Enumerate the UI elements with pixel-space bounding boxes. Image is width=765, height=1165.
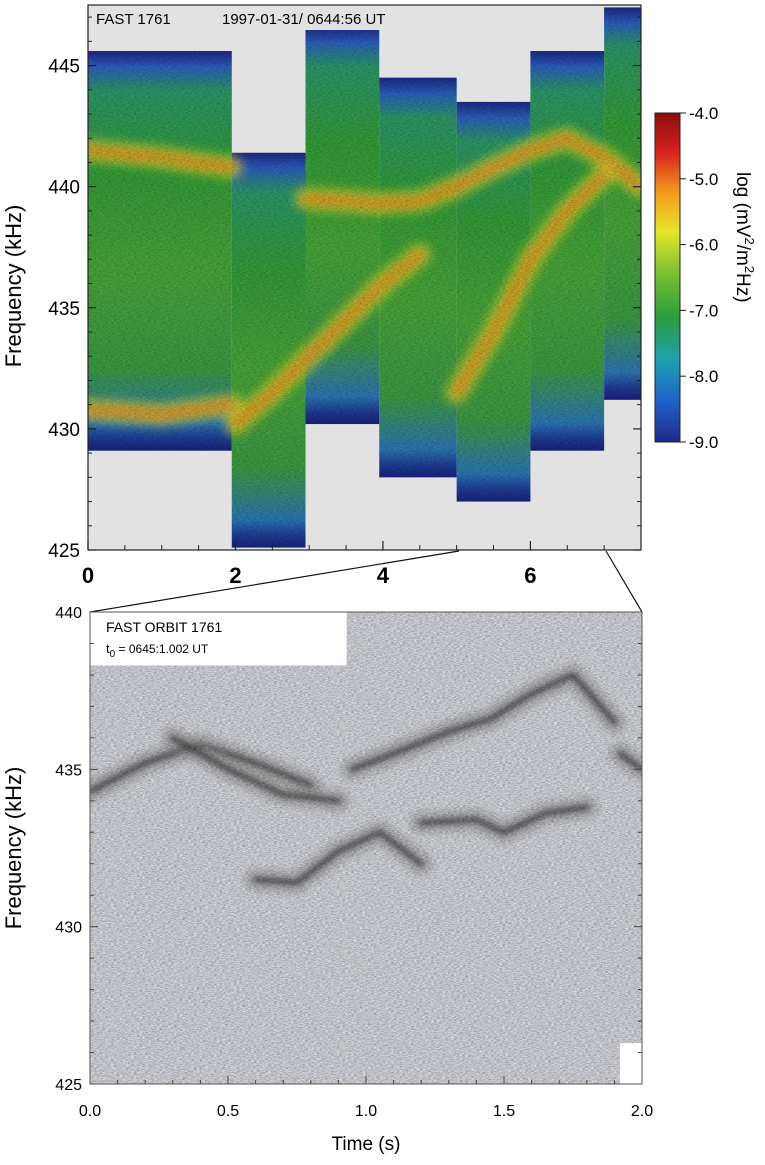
bottom-x-tick-label: 0.0 (79, 1103, 101, 1120)
bottom-y-axis-label: Frequency (kHz) (1, 767, 26, 930)
bottom-t0-label: t0 = 0645:1.002 UT (106, 641, 209, 660)
top-x-tick-label: 2 (229, 563, 241, 588)
bottom-plot-frame (89, 611, 643, 1085)
top-x-tick-label: 6 (524, 563, 536, 588)
top-segment-speckle-1 (88, 51, 232, 451)
bottom-y-tick-label: 440 (55, 605, 82, 622)
top-plot-frame (87, 4, 642, 551)
colorbar-tick-label: -4.0 (689, 104, 718, 123)
colorbar-tick-label: -7.0 (689, 301, 718, 320)
bottom-spectrogram-panel: FAST ORBIT 1761 t0 = 0645:1.002 UT 0.0 0.… (1, 605, 653, 1155)
bottom-x-tick-label: 1.0 (355, 1103, 377, 1120)
colorbar-ticks: -4.0 -5.0 -6.0 -7.0 -8.0 -9.0 (680, 104, 718, 452)
top-label-box (89, 6, 441, 30)
colorbar-tick-label: -8.0 (689, 367, 718, 386)
bottom-axes: 0.0 0.5 1.0 1.5 2.0 425 430 435 440 (55, 605, 653, 1120)
colorbar-tick-label: -9.0 (689, 433, 718, 452)
bottom-label-box (94, 614, 344, 660)
bottom-x-tick-label: 1.5 (493, 1103, 515, 1120)
bottom-x-axis-label: Time (s) (332, 1134, 401, 1155)
bottom-segment-speckle-1 (90, 665, 347, 1084)
top-speckle-overlay (88, 7, 641, 548)
bottom-t0-value: = 0645:1.002 UT (115, 642, 209, 656)
colorbar-tick-label: -5.0 (689, 170, 718, 189)
colorbar-tick-label: -6.0 (689, 236, 718, 255)
colorbar-label-part-2: /m (732, 245, 753, 266)
top-segment-speckle-7 (604, 7, 641, 400)
top-segment-speckle-4 (379, 77, 457, 478)
top-title-label: FAST 1761 (96, 11, 171, 28)
top-timestamp-label: 1997-01-31/ 0644:56 UT (222, 11, 385, 28)
colorbar: -4.0-5.0-6.0-7.0-8.0-9.0 log (mV2/m2Hz) (654, 104, 757, 452)
bottom-segment-speckle-3 (619, 612, 642, 1044)
top-y-axis-label: Frequency (kHz) (1, 205, 26, 368)
top-x-tick-label: 0 (82, 563, 94, 588)
top-y-tick-label: 445 (48, 57, 80, 78)
bottom-speckle-overlay (90, 612, 642, 1084)
bottom-t0-t: t (106, 641, 110, 656)
zoom-connector-left (89, 550, 460, 613)
colorbar-label-part-3: Hz) (732, 273, 753, 303)
zoom-connector-right (605, 550, 643, 613)
colorbar-label-sup-2: 2 (742, 266, 757, 273)
bottom-x-tick-label: 2.0 (631, 1103, 653, 1120)
top-y-tick-label: 425 (48, 541, 80, 562)
top-segment-speckle-3 (305, 26, 380, 425)
bottom-t0-sub: 0 (110, 649, 116, 660)
top-y-tick-label: 440 (48, 178, 80, 199)
top-spectrogram-panel: FAST 1761 1997-01-31/ 0644:56 UT 0 2 4 6 425… (1, 4, 642, 588)
bottom-y-tick-label: 435 (55, 762, 82, 779)
bottom-segment-speckle-2 (346, 612, 620, 1084)
top-segment-speckle-6 (530, 51, 605, 451)
top-x-tick-label: 4 (377, 563, 390, 588)
colorbar-label-part-1: log (mV (732, 172, 753, 238)
colorbar-gradient (654, 112, 681, 443)
top-segment-speckle-2 (231, 152, 306, 548)
colorbar-label-sup-1: 2 (742, 237, 757, 244)
colorbar-label: log (mV2/m2Hz) (732, 172, 757, 303)
bottom-y-tick-label: 425 (55, 1077, 82, 1094)
top-axes: 0 2 4 6 425 430 435 440 445 (48, 16, 641, 588)
bottom-x-tick-label: 0.5 (217, 1103, 239, 1120)
bottom-y-tick-label: 430 (55, 920, 82, 937)
top-y-tick-label: 435 (48, 299, 80, 320)
bottom-title-label: FAST ORBIT 1761 (106, 619, 222, 635)
top-segment-speckle-5 (456, 101, 531, 502)
top-y-tick-label: 430 (48, 420, 80, 441)
